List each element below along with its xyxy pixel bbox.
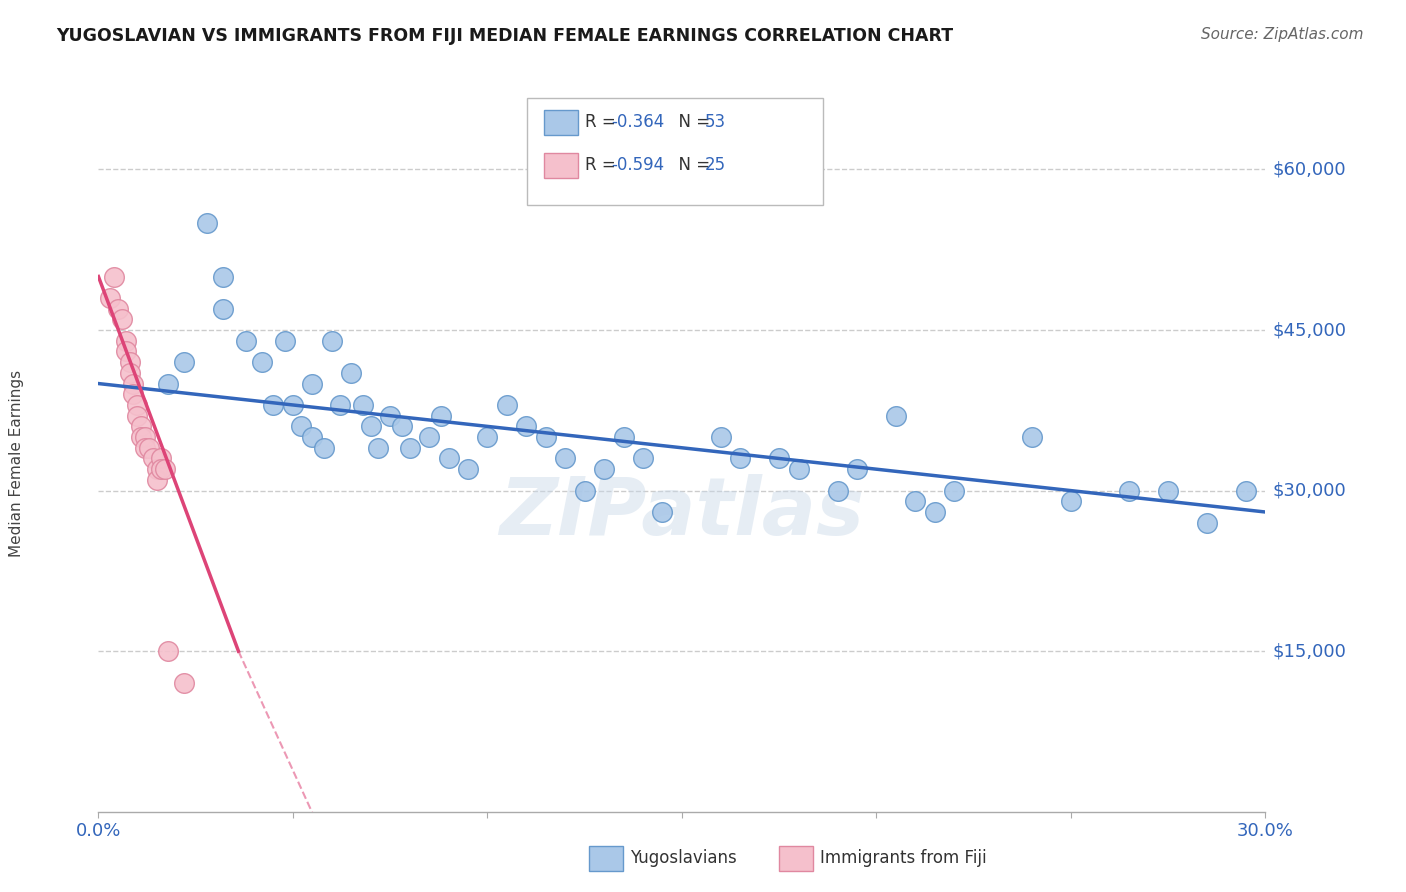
Point bbox=[134, 441, 156, 455]
Point bbox=[149, 462, 172, 476]
Point bbox=[157, 644, 180, 658]
Text: R =: R = bbox=[585, 156, 621, 174]
Point bbox=[195, 216, 218, 230]
Point bbox=[515, 419, 537, 434]
Point bbox=[103, 269, 125, 284]
Point bbox=[301, 376, 323, 391]
Point bbox=[787, 462, 810, 476]
Point bbox=[274, 334, 297, 348]
Point bbox=[262, 398, 284, 412]
Text: ZIPatlas: ZIPatlas bbox=[499, 474, 865, 551]
Text: $30,000: $30,000 bbox=[1272, 482, 1346, 500]
Point bbox=[730, 451, 752, 466]
Point bbox=[114, 344, 136, 359]
Point bbox=[477, 430, 499, 444]
Point bbox=[118, 366, 141, 380]
Text: R =: R = bbox=[585, 113, 621, 131]
Point bbox=[1021, 430, 1043, 444]
Point bbox=[173, 676, 195, 690]
Point bbox=[301, 430, 323, 444]
Point bbox=[378, 409, 402, 423]
Point bbox=[574, 483, 596, 498]
Point bbox=[250, 355, 273, 369]
Point bbox=[146, 473, 169, 487]
Point bbox=[129, 430, 152, 444]
Point bbox=[138, 441, 160, 455]
Text: $45,000: $45,000 bbox=[1272, 321, 1347, 339]
Point bbox=[352, 398, 374, 412]
Point bbox=[593, 462, 616, 476]
Point bbox=[924, 505, 946, 519]
Point bbox=[290, 419, 312, 434]
Point bbox=[495, 398, 517, 412]
Point bbox=[329, 398, 352, 412]
Text: 25: 25 bbox=[704, 156, 725, 174]
Point bbox=[127, 398, 149, 412]
Text: -0.594: -0.594 bbox=[612, 156, 665, 174]
Point bbox=[631, 451, 654, 466]
Point bbox=[429, 409, 451, 423]
Point bbox=[768, 451, 790, 466]
Point bbox=[1234, 483, 1257, 498]
Point bbox=[127, 409, 149, 423]
Point bbox=[212, 269, 235, 284]
Point bbox=[153, 462, 176, 476]
Point bbox=[612, 430, 634, 444]
Point bbox=[114, 334, 136, 348]
Point bbox=[173, 355, 195, 369]
Text: 53: 53 bbox=[704, 113, 725, 131]
Point bbox=[418, 430, 440, 444]
Point bbox=[845, 462, 868, 476]
Point bbox=[212, 301, 235, 316]
Text: $60,000: $60,000 bbox=[1272, 161, 1346, 178]
Point bbox=[149, 451, 172, 466]
Point bbox=[134, 430, 156, 444]
Point bbox=[554, 451, 576, 466]
Text: Source: ZipAtlas.com: Source: ZipAtlas.com bbox=[1201, 27, 1364, 42]
Text: N =: N = bbox=[668, 156, 716, 174]
Text: Median Female Earnings: Median Female Earnings bbox=[10, 370, 24, 558]
Point bbox=[884, 409, 907, 423]
Point bbox=[1157, 483, 1180, 498]
Point bbox=[122, 376, 145, 391]
Point bbox=[360, 419, 382, 434]
Text: $15,000: $15,000 bbox=[1272, 642, 1347, 660]
Point bbox=[98, 291, 121, 305]
Point bbox=[281, 398, 304, 412]
Point bbox=[904, 494, 927, 508]
Text: YUGOSLAVIAN VS IMMIGRANTS FROM FIJI MEDIAN FEMALE EARNINGS CORRELATION CHART: YUGOSLAVIAN VS IMMIGRANTS FROM FIJI MEDI… bbox=[56, 27, 953, 45]
Point bbox=[122, 387, 145, 401]
Point bbox=[129, 419, 152, 434]
Point bbox=[340, 366, 363, 380]
Point bbox=[312, 441, 335, 455]
Point bbox=[437, 451, 460, 466]
Point bbox=[321, 334, 343, 348]
Text: -0.364: -0.364 bbox=[612, 113, 665, 131]
Point bbox=[111, 312, 134, 326]
Point bbox=[1118, 483, 1140, 498]
Text: Immigrants from Fiji: Immigrants from Fiji bbox=[820, 849, 987, 867]
Point bbox=[367, 441, 389, 455]
Point bbox=[235, 334, 257, 348]
Point bbox=[710, 430, 733, 444]
Point bbox=[157, 376, 180, 391]
Point bbox=[651, 505, 673, 519]
Point bbox=[534, 430, 557, 444]
Point bbox=[398, 441, 420, 455]
Text: N =: N = bbox=[668, 113, 716, 131]
Point bbox=[1060, 494, 1083, 508]
Point bbox=[142, 451, 165, 466]
Point bbox=[146, 462, 169, 476]
Point bbox=[391, 419, 413, 434]
Point bbox=[827, 483, 849, 498]
Point bbox=[1195, 516, 1218, 530]
Point bbox=[107, 301, 129, 316]
Text: Yugoslavians: Yugoslavians bbox=[630, 849, 737, 867]
Point bbox=[118, 355, 141, 369]
Point bbox=[457, 462, 479, 476]
Point bbox=[943, 483, 966, 498]
